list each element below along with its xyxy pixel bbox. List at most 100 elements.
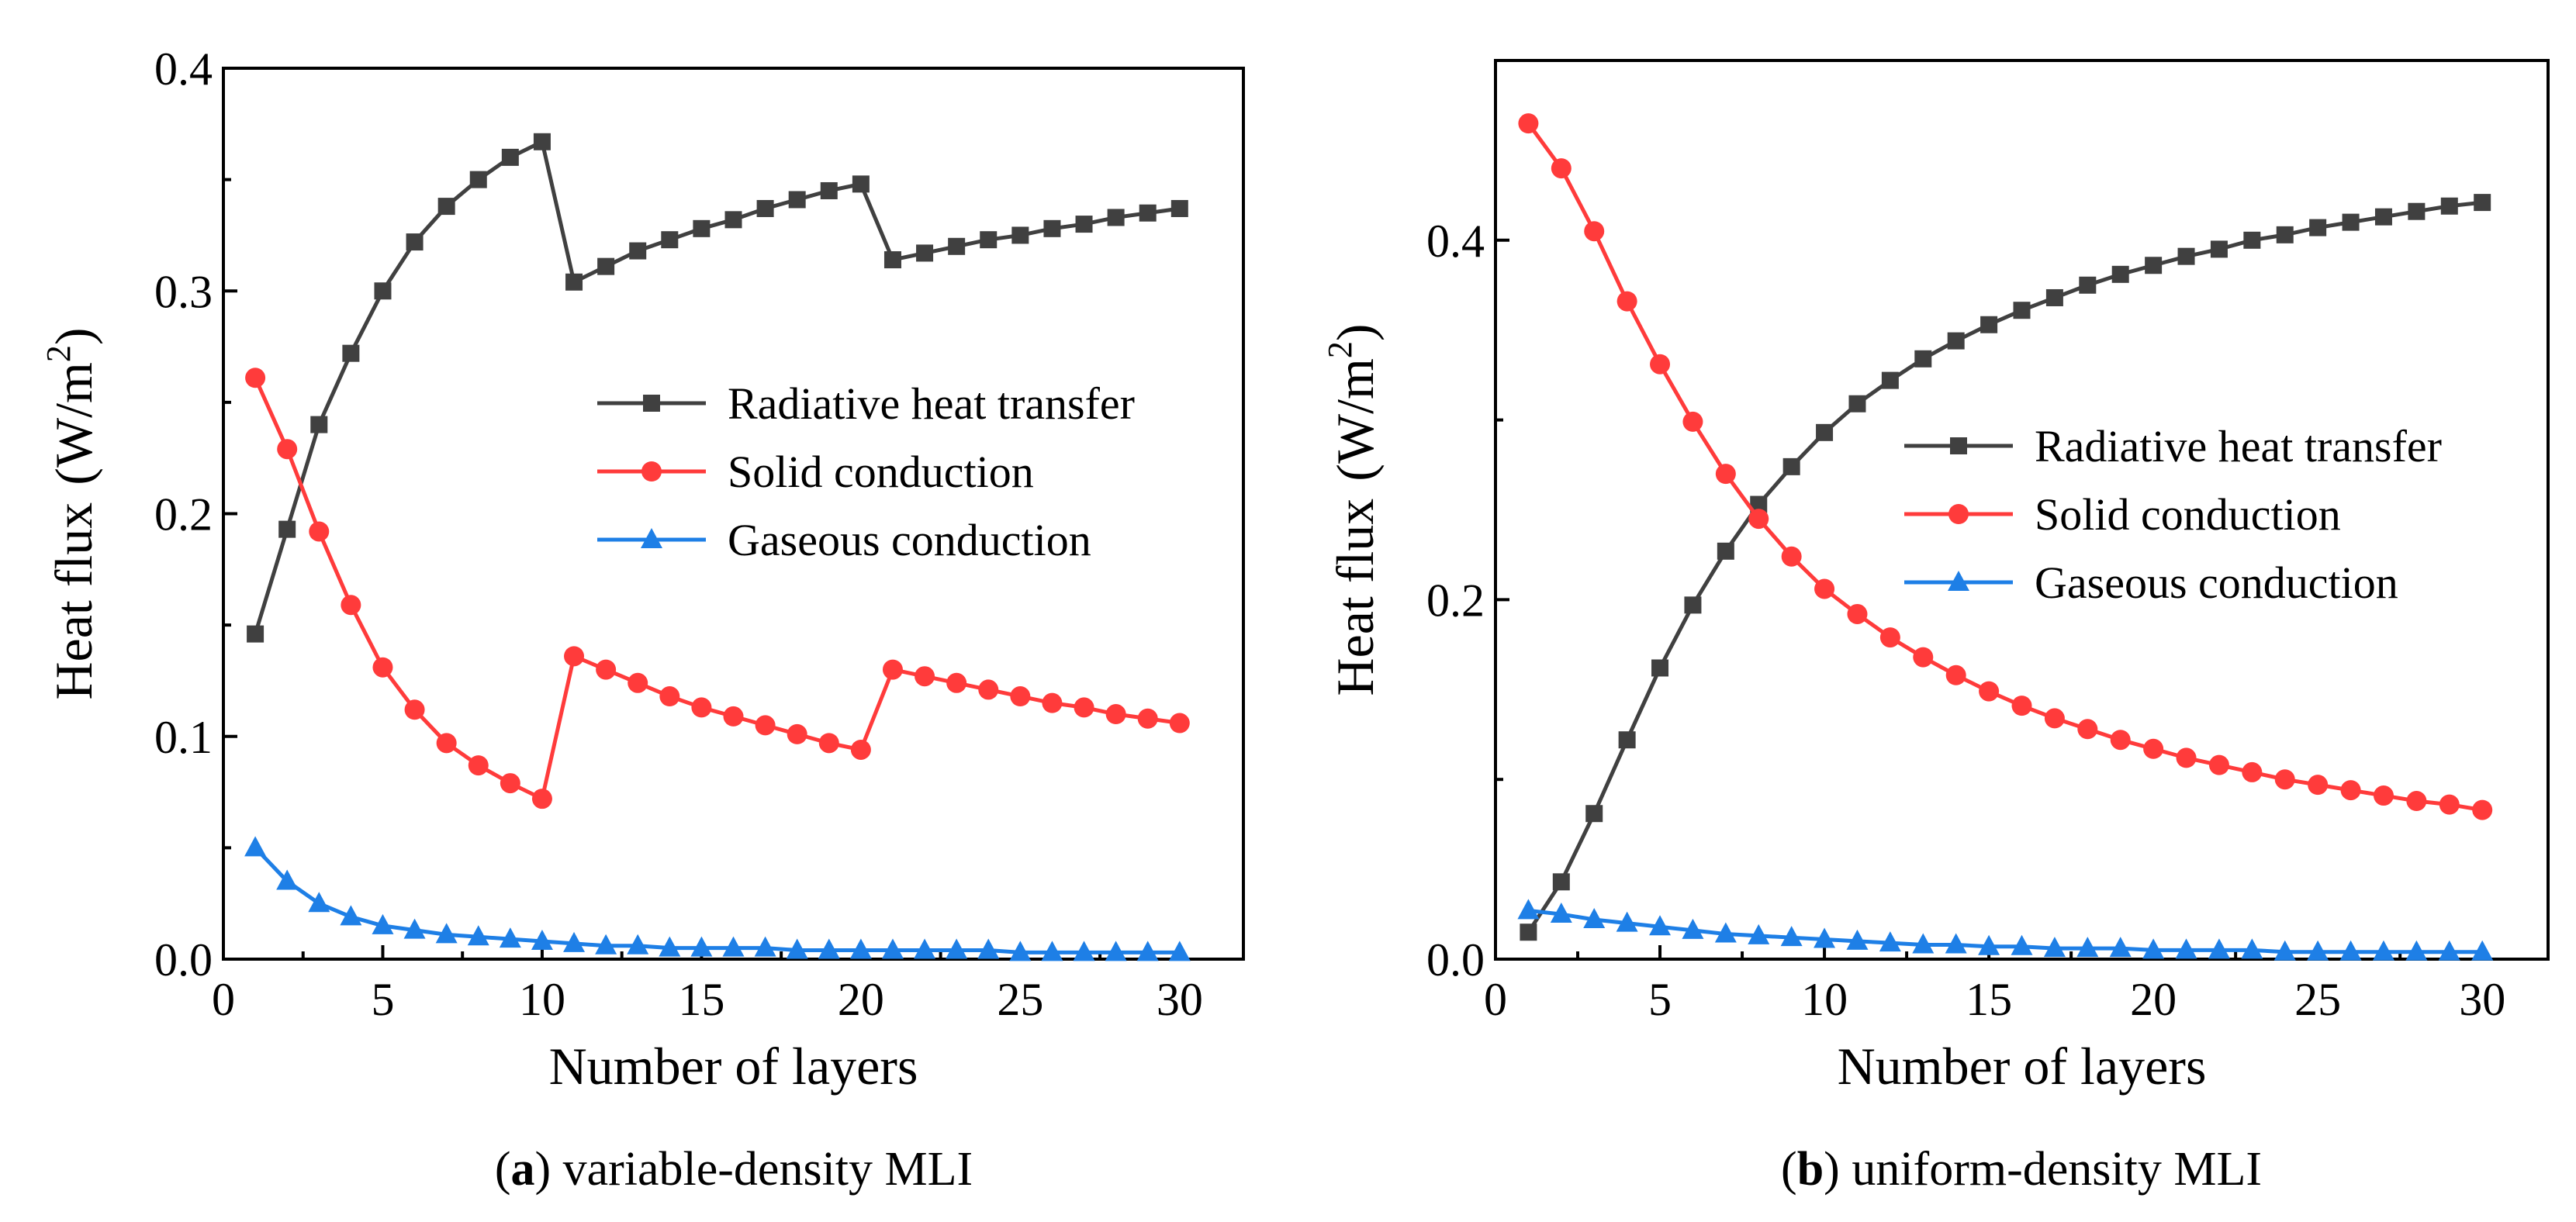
data-point [1550, 903, 1572, 923]
data-point [1846, 929, 1869, 950]
data-point [1816, 423, 1834, 441]
y-axis-title-main: Heat flux [1326, 499, 1385, 696]
data-point [374, 282, 392, 300]
plot-frame [222, 67, 1245, 961]
data-point [2208, 938, 2230, 959]
data-point [2308, 775, 2329, 796]
data-point [754, 936, 776, 957]
x-tick-label: 15 [1966, 974, 2012, 1025]
legend-label: Gaseous conduction [728, 515, 1091, 565]
x-tick-label: 20 [2130, 974, 2177, 1025]
data-point [1010, 686, 1031, 707]
series-radiative-heat-transfer [1520, 194, 2491, 941]
data-point [2177, 247, 2195, 265]
x-tick-label: 30 [1157, 974, 1203, 1025]
caption-open: ( [495, 1143, 511, 1196]
data-point [1137, 708, 1158, 729]
data-point [2276, 226, 2294, 243]
data-point [2339, 940, 2362, 961]
data-point [2111, 265, 2129, 283]
data-point [595, 934, 617, 954]
data-point [882, 659, 903, 680]
data-point [2472, 799, 2493, 820]
data-point [690, 936, 713, 957]
y-axis-title-main: Heat flux [44, 502, 103, 700]
data-point [2045, 288, 2063, 306]
x-tick-label: 10 [1801, 974, 1848, 1025]
data-point [501, 148, 519, 166]
data-point [980, 231, 998, 249]
data-point [2408, 202, 2426, 220]
x-tick-label: 15 [678, 974, 724, 1025]
y-tick-label: 0.2 [154, 489, 213, 540]
caption-open: ( [1781, 1143, 1797, 1196]
data-point [2309, 219, 2327, 236]
data-point [2243, 231, 2261, 249]
data-point [277, 439, 298, 460]
y-tick-label: 0.0 [154, 934, 213, 986]
data-point [1136, 941, 1159, 961]
data-point [628, 672, 648, 693]
data-point [1682, 918, 1704, 939]
data-point [597, 257, 615, 275]
data-point [1945, 933, 1967, 954]
data-point [341, 595, 361, 616]
data-point [2013, 302, 2031, 319]
data-point [1978, 934, 2000, 955]
y-axis-title: Heat flux (W/m2) [1321, 323, 1385, 696]
data-point [2110, 730, 2131, 751]
data-point [1912, 933, 1935, 954]
data-point [276, 869, 299, 890]
data-point [1073, 941, 1095, 961]
data-point [499, 927, 521, 948]
data-point [406, 233, 424, 251]
data-point [468, 755, 489, 776]
data-point [372, 913, 394, 934]
series-line [1528, 908, 2483, 954]
data-point [372, 657, 393, 678]
data-point [1847, 603, 1868, 624]
y-axis-title-sup: 2 [40, 345, 78, 362]
data-point [2405, 940, 2428, 961]
data-point [1583, 908, 1606, 929]
data-point [278, 520, 296, 538]
data-point [563, 931, 586, 952]
legend-label: Radiative heat transfer [728, 378, 1135, 429]
y-tick-label: 0.4 [1426, 216, 1485, 267]
data-point [852, 175, 870, 193]
data-point [1649, 915, 1672, 936]
data-point [915, 666, 935, 687]
data-point [1105, 941, 1127, 961]
data-point [2374, 208, 2392, 226]
data-point [1913, 647, 1934, 668]
data-point [435, 923, 458, 944]
data-point [2273, 940, 2296, 961]
data-point [2143, 738, 2164, 759]
y-axis-title-close: ) [44, 327, 103, 345]
data-point [1518, 113, 1539, 134]
data-point [531, 930, 553, 951]
data-point [437, 198, 455, 216]
data-point [2471, 940, 2494, 961]
legend-marker [641, 528, 662, 548]
data-point [691, 697, 712, 718]
data-point [881, 938, 904, 959]
series-gaseous-conduction [1517, 899, 2494, 961]
data-point [2340, 780, 2361, 801]
data-point [1105, 704, 1126, 725]
data-point [1781, 546, 1802, 567]
data-point [1552, 873, 1570, 891]
data-point [1717, 542, 1734, 560]
data-point [916, 244, 934, 262]
y-axis-title-close: ) [1326, 323, 1385, 341]
data-point [1879, 627, 1900, 648]
data-point [1714, 922, 1737, 943]
data-point [308, 892, 330, 913]
data-point [2208, 754, 2229, 775]
legend-marker [643, 395, 660, 412]
caption-close: ) [1824, 1143, 1852, 1196]
panel-a: 0 5 10 15 20 25 30 0.0 0.1 0.2 0.3 0.4 Radiative hea… [40, 43, 1245, 1196]
y-tick-label: 0.0 [1426, 934, 1485, 986]
data-point [342, 344, 360, 362]
data-point [1009, 941, 1032, 961]
